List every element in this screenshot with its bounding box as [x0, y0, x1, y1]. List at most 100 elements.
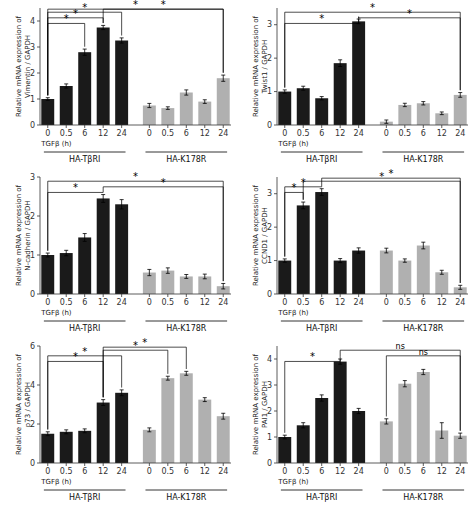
- y-tick: [274, 359, 277, 360]
- y-tick: [37, 385, 40, 386]
- panel: 01234Relative mRNA expression ofVimentin…: [15, 0, 231, 164]
- x-tick-label: 0: [147, 298, 152, 307]
- significance-label: *: [291, 182, 296, 193]
- y-axis: [40, 177, 41, 294]
- significance-label: *: [370, 2, 375, 13]
- error-bar: [147, 103, 151, 107]
- bar: [161, 271, 174, 294]
- y-tick: [274, 227, 277, 228]
- x-tick-label: 12: [437, 298, 447, 307]
- significance-label: *: [133, 340, 138, 351]
- bar: [180, 373, 193, 463]
- x-tick-label: 12: [437, 129, 447, 138]
- bar: [352, 411, 365, 463]
- group-underline: [44, 152, 126, 153]
- bars: [41, 371, 229, 463]
- x-tick: [204, 125, 205, 128]
- y-tick: [37, 216, 40, 217]
- y-tick-label: 3: [30, 173, 35, 182]
- x-axis: [277, 294, 468, 295]
- x-tick: [103, 463, 104, 466]
- x-tick-label: 0.5: [297, 298, 310, 307]
- significance-bracket: [48, 23, 85, 95]
- bar: [217, 416, 230, 463]
- x-tick: [386, 125, 387, 128]
- x-tick: [303, 463, 304, 466]
- x-tick-label: 0.5: [398, 467, 411, 476]
- x-tick: [84, 463, 85, 466]
- y-tick: [37, 424, 40, 425]
- error-bar: [221, 413, 225, 419]
- x-tick: [149, 125, 150, 128]
- bar: [143, 106, 156, 126]
- significance-bracket: [48, 192, 103, 251]
- y-tick-label: 0: [30, 459, 35, 468]
- error-bar: [403, 103, 407, 106]
- x-tick-label: 6: [421, 129, 426, 138]
- group-label: HA-TβRI: [69, 155, 100, 164]
- bars: [41, 195, 229, 294]
- x-tick-label: 0.5: [161, 298, 174, 307]
- significance-bracket: [48, 12, 122, 95]
- x-tick-label: 0: [282, 129, 287, 138]
- x-tick-label: 0: [45, 129, 50, 138]
- error-bar: [83, 49, 87, 55]
- bar: [115, 41, 128, 126]
- bar: [41, 99, 54, 125]
- error-bar: [166, 268, 170, 273]
- x-tick-label: 0.5: [398, 298, 411, 307]
- y-tick-label: 0: [267, 459, 272, 468]
- x-tick-label: 12: [335, 298, 345, 307]
- x-tick: [149, 463, 150, 466]
- error-bar: [64, 430, 68, 434]
- bar: [180, 93, 193, 126]
- significance-label: ns: [419, 348, 428, 357]
- group-label: HA-K178R: [403, 324, 444, 333]
- error-bar: [83, 234, 87, 242]
- x-tick-label: 0: [147, 129, 152, 138]
- error-bar: [320, 189, 324, 196]
- bar: [78, 237, 91, 294]
- bar: [60, 432, 73, 463]
- significance-bracket: [340, 350, 460, 431]
- x-tick-label: 6: [319, 129, 324, 138]
- x-tick-label: 6: [319, 298, 324, 307]
- x-tick: [284, 463, 285, 466]
- error-bar: [440, 112, 444, 115]
- error-bar: [384, 120, 388, 123]
- significance-bracket: [48, 356, 122, 430]
- significance-bracket: [48, 9, 223, 95]
- x-tick-label: 0.5: [60, 129, 73, 138]
- group-label: HA-TβRI: [306, 493, 337, 502]
- x-tick: [404, 294, 405, 297]
- x-tick: [66, 294, 67, 297]
- y-tick: [274, 24, 277, 25]
- y-tick-label: 3: [267, 189, 272, 198]
- bar: [115, 393, 128, 463]
- error-bar: [184, 275, 188, 279]
- y-tick-label: 0: [30, 290, 35, 299]
- bar: [417, 246, 430, 294]
- x-tick: [149, 294, 150, 297]
- x-tick: [404, 463, 405, 466]
- x-tick-label: 6: [184, 298, 189, 307]
- bar: [417, 372, 430, 463]
- significance-label: *: [133, 171, 138, 182]
- error-bar: [184, 90, 188, 95]
- error-bar: [184, 371, 188, 375]
- significance-label: *: [161, 0, 166, 10]
- bars: [278, 19, 466, 125]
- bar: [41, 255, 54, 294]
- x-tick-label: 0: [384, 467, 389, 476]
- panel: 01234Relative mRNA expression ofPAI1 / G…: [252, 342, 468, 502]
- x-tick-label: 12: [200, 467, 210, 476]
- x-tick-label: 0: [384, 298, 389, 307]
- bar: [60, 253, 73, 294]
- bar: [297, 425, 310, 463]
- bar: [315, 398, 328, 463]
- group-label: HA-K178R: [166, 155, 207, 164]
- x-tick: [340, 463, 341, 466]
- error-bar: [320, 97, 324, 100]
- error-bar: [338, 259, 342, 263]
- bar: [198, 400, 211, 463]
